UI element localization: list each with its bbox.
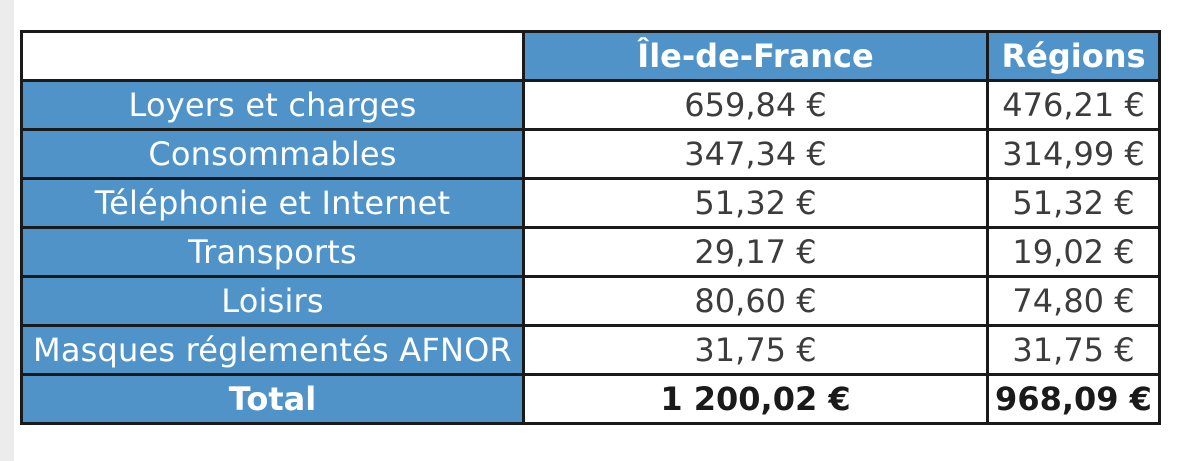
row-label: Loisirs	[20, 275, 525, 327]
table-header-row: Île-de-France Régions	[20, 30, 1161, 82]
cell-ile-de-france: 51,32 €	[522, 177, 989, 229]
row-label: Téléphonie et Internet	[20, 177, 525, 229]
row-label: Transports	[20, 226, 525, 278]
column-header-ile-de-france: Île-de-France	[522, 30, 989, 82]
total-label: Total	[20, 373, 525, 425]
budget-comparison-table: Île-de-France Régions Loyers et charges …	[20, 30, 1161, 425]
table-row: Consommables 347,34 € 314,99 €	[20, 128, 1161, 180]
total-row: Total 1 200,02 € 968,09 €	[20, 373, 1161, 425]
table-row: Transports 29,17 € 19,02 €	[20, 226, 1161, 278]
cell-ile-de-france: 347,34 €	[522, 128, 989, 180]
table-row: Téléphonie et Internet 51,32 € 51,32 €	[20, 177, 1161, 229]
cell-regions: 476,21 €	[986, 79, 1161, 131]
cell-regions: 31,75 €	[986, 324, 1161, 376]
table-row: Loyers et charges 659,84 € 476,21 €	[20, 79, 1161, 131]
cell-ile-de-france: 80,60 €	[522, 275, 989, 327]
row-label: Loyers et charges	[20, 79, 525, 131]
table-row: Loisirs 80,60 € 74,80 €	[20, 275, 1161, 327]
column-header-regions: Régions	[986, 30, 1161, 82]
cell-ile-de-france: 659,84 €	[522, 79, 989, 131]
cell-regions: 19,02 €	[986, 226, 1161, 278]
table-corner-cell	[20, 30, 525, 82]
cell-ile-de-france: 29,17 €	[522, 226, 989, 278]
cell-regions: 314,99 €	[986, 128, 1161, 180]
cell-ile-de-france: 31,75 €	[522, 324, 989, 376]
table-row: Masques réglementés AFNOR 31,75 € 31,75 …	[20, 324, 1161, 376]
row-label: Consommables	[20, 128, 525, 180]
total-regions: 968,09 €	[986, 373, 1161, 425]
total-ile-de-france: 1 200,02 €	[522, 373, 989, 425]
row-label: Masques réglementés AFNOR	[20, 324, 525, 376]
cell-regions: 51,32 €	[986, 177, 1161, 229]
cell-regions: 74,80 €	[986, 275, 1161, 327]
